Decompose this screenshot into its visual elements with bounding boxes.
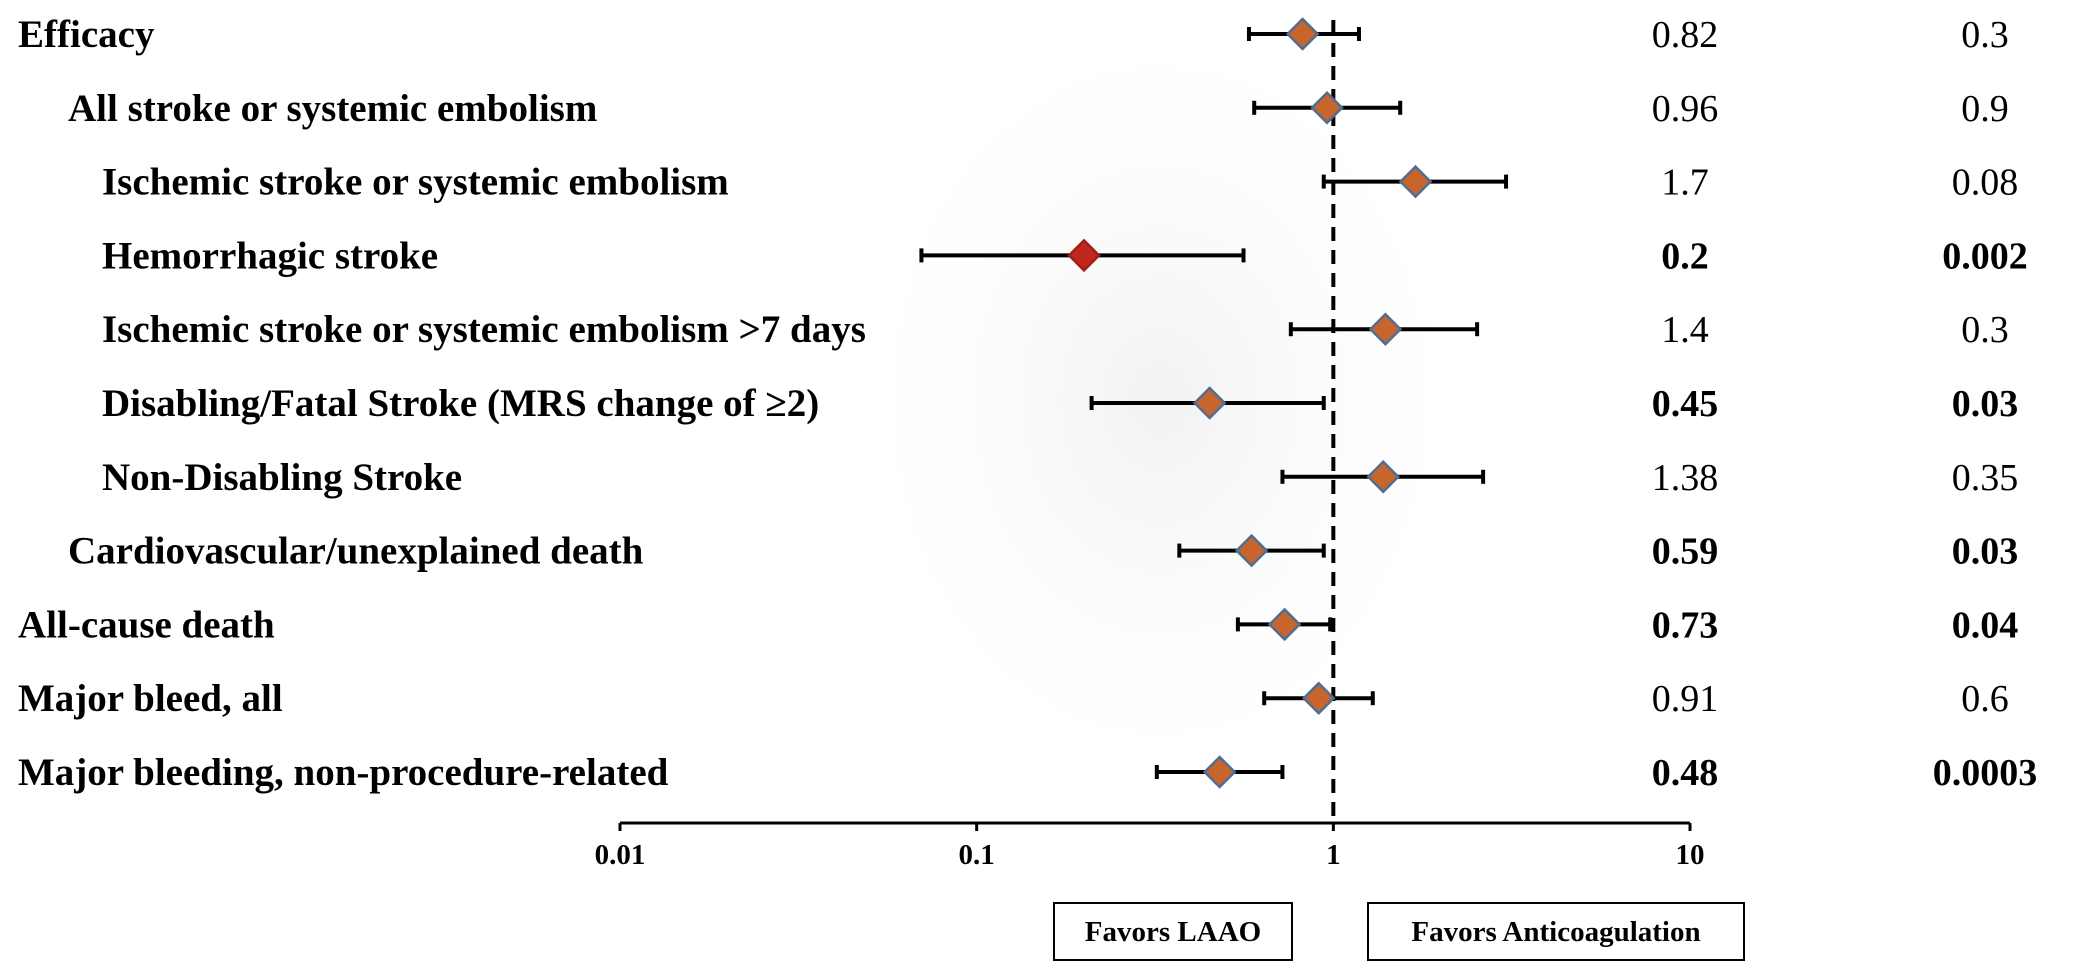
x-tick-label: 1 [1326,839,1341,871]
x-tick-label: 0.1 [959,839,995,871]
ratio-value: 0.82 [1652,14,1719,56]
ratio-column: 0.82 0.96 1.7 0.2 1.4 0.45 1.38 0.59 0.73 0.91 0.4… [1652,14,1719,794]
estimate-diamond [1285,17,1320,51]
p-value: 0.0003 [1933,752,2038,794]
row-label: All stroke or systemic embolism [68,87,597,130]
p-value: 0.35 [1952,457,2019,499]
estimate-diamond [1368,312,1403,346]
ratio-value: 0.59 [1652,531,1719,573]
row-label: Major bleed, all [18,677,283,720]
estimate-diamond [1310,91,1344,125]
ratio-value: 0.91 [1652,678,1719,720]
ratio-value: 0.2 [1661,235,1709,277]
row-label: Disabling/Fatal Stroke (MRS change of ≥2… [102,382,819,425]
estimate-diamond [1301,681,1336,715]
row-label: Efficacy [18,13,155,56]
row-label: Non-Disabling Stroke [102,456,462,499]
p-value: 0.03 [1952,383,2019,425]
row-label: All-cause death [18,603,275,646]
p-value: 0.08 [1952,162,2019,204]
p-value: 0.6 [1961,678,2009,720]
p-value-column: 0.3 0.9 0.08 0.002 0.3 0.03 0.35 0.03 0.04 0.6 0.0… [1933,14,2038,794]
estimate-diamond [1234,533,1269,568]
favors-anticoagulation-label: Favors Anticoagulation [1411,916,1700,948]
estimate-diamond [1398,164,1433,199]
p-value: 0.002 [1942,235,2028,277]
ratio-value: 1.4 [1661,309,1709,351]
p-value: 0.3 [1961,309,2009,351]
row-labels: Efficacy All stroke or systemic embolism I… [18,13,866,794]
x-axis: 0.01 0.1 1 10 [595,821,1705,871]
favors-boxes: Favors LAAO Favors Anticoagulation [1053,902,1745,961]
favors-laao-box [1053,902,1293,961]
estimate-markers [1067,17,1433,789]
estimate-diamond [1192,386,1227,420]
p-value: 0.03 [1952,531,2019,573]
x-tick-label: 0.01 [595,839,646,871]
ratio-value: 1.38 [1652,457,1719,499]
favors-anticoagulation-box [1367,902,1745,961]
ratio-value: 0.73 [1652,604,1719,646]
estimate-diamond [1267,607,1302,642]
row-label: Major bleeding, non-procedure-related [18,751,669,794]
row-label: Cardiovascular/unexplained death [68,530,644,573]
plot-haze [840,0,1480,800]
p-value: 0.3 [1961,14,2009,56]
p-value: 0.9 [1961,88,2009,130]
row-label: Ischemic stroke or systemic embolism >7 … [102,308,866,351]
ratio-value: 0.96 [1652,88,1719,130]
estimate-diamond [1366,460,1400,494]
row-label: Ischemic stroke or systemic embolism [102,161,729,204]
ratio-value: 0.45 [1652,383,1719,425]
favors-laao-label: Favors LAAO [1085,916,1261,948]
p-value: 0.04 [1952,604,2019,646]
estimate-diamond [1067,238,1101,273]
x-tick-label: 10 [1676,839,1705,871]
estimate-diamond [1202,755,1237,789]
ratio-value: 0.48 [1652,752,1719,794]
ratio-value: 1.7 [1661,162,1709,204]
row-label: Hemorrhagic stroke [102,234,438,277]
